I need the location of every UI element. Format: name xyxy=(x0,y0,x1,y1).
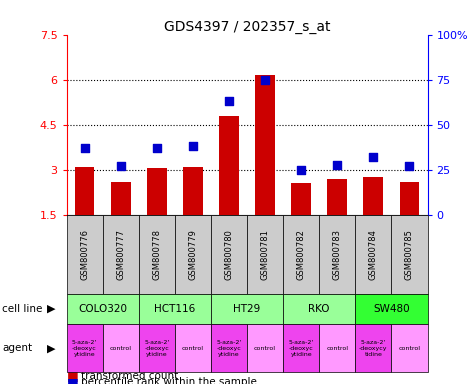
Text: ■: ■ xyxy=(66,376,78,384)
Bar xyxy=(147,169,167,215)
Text: 5-aza-2'
-deoxyc
ytidine: 5-aza-2' -deoxyc ytidine xyxy=(72,340,97,357)
Text: GSM800779: GSM800779 xyxy=(189,229,197,280)
Text: ▶: ▶ xyxy=(47,304,56,314)
Text: GSM800777: GSM800777 xyxy=(116,229,125,280)
Text: 5-aza-2'
-deoxycy
tidine: 5-aza-2' -deoxycy tidine xyxy=(359,340,388,357)
Text: GSM800783: GSM800783 xyxy=(333,229,342,280)
Text: HCT116: HCT116 xyxy=(154,304,195,314)
Text: control: control xyxy=(182,346,204,351)
Text: SW480: SW480 xyxy=(373,304,410,314)
Text: GSM800784: GSM800784 xyxy=(369,229,378,280)
Bar xyxy=(111,182,131,215)
Bar xyxy=(255,75,275,215)
Text: GSM800776: GSM800776 xyxy=(80,229,89,280)
Point xyxy=(225,98,233,104)
Text: GSM800785: GSM800785 xyxy=(405,229,414,280)
Bar xyxy=(327,179,347,215)
Text: control: control xyxy=(326,346,348,351)
Text: 5-aza-2'
-deoxyc
ytidine: 5-aza-2' -deoxyc ytidine xyxy=(216,340,242,357)
Point xyxy=(153,145,161,151)
Text: GSM800782: GSM800782 xyxy=(297,229,305,280)
Text: GSM800781: GSM800781 xyxy=(261,229,269,280)
Bar xyxy=(363,177,383,215)
Bar xyxy=(183,167,203,215)
Point xyxy=(117,163,124,169)
Point xyxy=(297,167,305,173)
Point xyxy=(81,145,88,151)
Title: GDS4397 / 202357_s_at: GDS4397 / 202357_s_at xyxy=(164,20,330,33)
Point xyxy=(370,154,377,161)
Bar xyxy=(399,182,419,215)
Text: GSM800778: GSM800778 xyxy=(152,229,161,280)
Text: agent: agent xyxy=(2,343,32,354)
Text: 5-aza-2'
-deoxyc
ytidine: 5-aza-2' -deoxyc ytidine xyxy=(288,340,314,357)
Bar xyxy=(75,167,95,215)
Point xyxy=(189,143,197,149)
Point xyxy=(333,161,341,167)
Text: COLO320: COLO320 xyxy=(78,304,127,314)
Text: ■: ■ xyxy=(66,369,78,382)
Text: HT29: HT29 xyxy=(233,304,261,314)
Text: GSM800780: GSM800780 xyxy=(225,229,233,280)
Text: cell line: cell line xyxy=(2,304,43,314)
Bar xyxy=(291,184,311,215)
Bar xyxy=(219,116,239,215)
Text: RKO: RKO xyxy=(308,304,330,314)
Text: control: control xyxy=(399,346,420,351)
Text: transformed count: transformed count xyxy=(81,371,178,381)
Point xyxy=(261,77,269,83)
Text: percentile rank within the sample: percentile rank within the sample xyxy=(81,377,256,384)
Text: ▶: ▶ xyxy=(47,343,56,354)
Text: control: control xyxy=(254,346,276,351)
Text: 5-aza-2'
-deoxyc
ytidine: 5-aza-2' -deoxyc ytidine xyxy=(144,340,170,357)
Point xyxy=(406,163,413,169)
Text: control: control xyxy=(110,346,132,351)
